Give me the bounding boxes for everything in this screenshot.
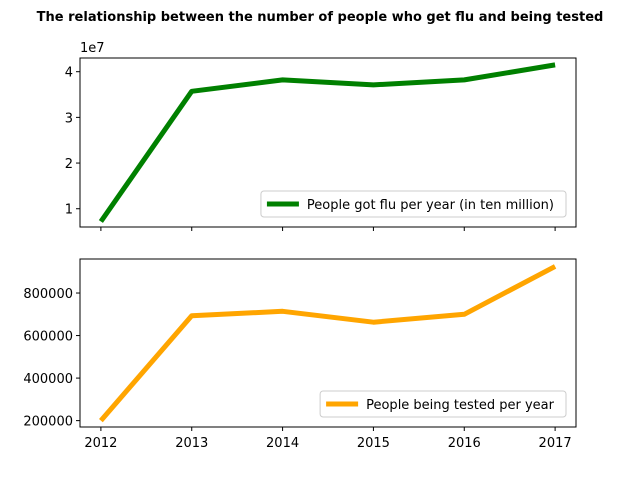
legend-label: People being tested per year	[366, 398, 555, 413]
x-tick-label: 2017	[539, 436, 572, 451]
subplot-1: 1 2 3 4 1e7 People got flu per year (in ten m…	[65, 41, 577, 231]
y-tick-label: 400000	[23, 372, 73, 387]
legend: People got flu per year (in ten million)	[260, 190, 567, 218]
y-tick-label: 3	[65, 111, 73, 126]
y-tick-label: 800000	[23, 287, 73, 302]
axes-frame	[79, 258, 577, 428]
y-tick-label: 600000	[23, 330, 73, 345]
x-tick-label: 2015	[357, 436, 390, 451]
legend-box	[319, 390, 567, 418]
chart-title: The relationship between the number of p…	[37, 10, 604, 25]
y-tick-label: 2	[65, 157, 73, 172]
y-tick-label: 4	[65, 66, 73, 81]
y-tick-label: 200000	[23, 415, 73, 430]
x-tick-label: 2012	[84, 436, 117, 451]
x-tick-label: 2013	[175, 436, 208, 451]
axes-frame	[79, 57, 577, 228]
x-tick-label: 2016	[448, 436, 481, 451]
y-offset-text: 1e7	[80, 41, 105, 56]
x-tick-label: 2014	[266, 436, 299, 451]
subplot-2: 200000 400000 600000 800000 2012 2013 2014 2015…	[23, 258, 577, 451]
legend-label: People got flu per year (in ten million)	[307, 198, 554, 213]
series-line	[99, 264, 557, 423]
legend-box	[260, 190, 567, 218]
series-line	[98, 62, 556, 223]
y-tick-label: 1	[65, 203, 73, 218]
legend: People being tested per year	[319, 390, 567, 418]
